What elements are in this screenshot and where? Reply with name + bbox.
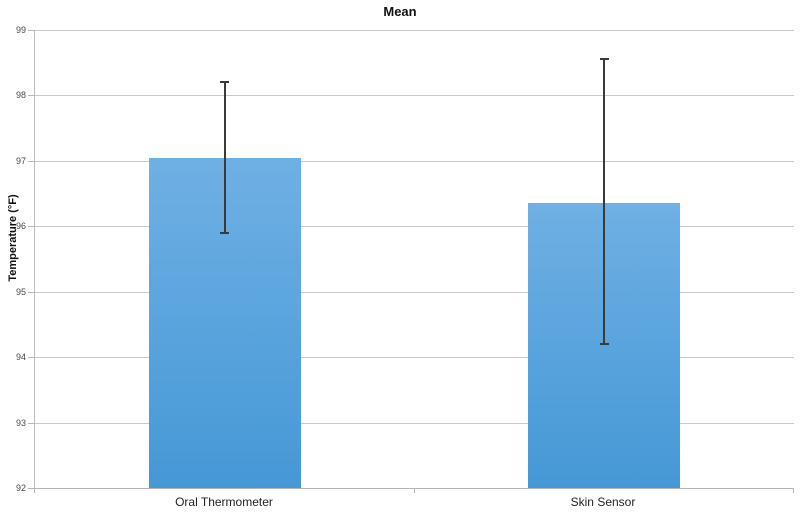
- y-tick-label: 99: [15, 25, 26, 35]
- x-category-label: Oral Thermometer: [175, 495, 273, 509]
- error-bar-line: [603, 59, 605, 344]
- error-bar-cap-bottom: [600, 343, 609, 345]
- error-bar-cap-top: [220, 81, 229, 83]
- y-tick-label: 93: [15, 418, 26, 428]
- gridline: [35, 357, 794, 358]
- y-axis-tick: [28, 95, 34, 96]
- y-axis-tick: [28, 423, 34, 424]
- y-tick-label: 98: [15, 90, 26, 100]
- gridline: [35, 30, 794, 31]
- y-tick-label: 95: [15, 287, 26, 297]
- y-axis-tick: [28, 292, 34, 293]
- chart-title: Mean: [383, 4, 417, 19]
- gridline: [35, 292, 794, 293]
- plot-area: [34, 30, 794, 488]
- y-axis-tick: [28, 226, 34, 227]
- x-axis-line: [34, 488, 794, 489]
- y-tick-label: 94: [15, 352, 26, 362]
- gridline: [35, 226, 794, 227]
- gridline: [35, 161, 794, 162]
- gridline: [35, 423, 794, 424]
- error-bar-cap-bottom: [220, 232, 229, 234]
- y-axis-tick: [28, 161, 34, 162]
- x-axis-tick: [34, 489, 35, 493]
- y-axis-tick: [28, 357, 34, 358]
- error-bar-cap-top: [600, 58, 609, 60]
- gridline: [35, 95, 794, 96]
- y-tick-label: 92: [15, 483, 26, 493]
- x-axis-tick: [793, 489, 794, 493]
- x-axis-tick: [414, 489, 415, 493]
- y-tick-label: 96: [15, 221, 26, 231]
- y-axis-tick: [28, 30, 34, 31]
- y-axis-tick: [28, 488, 34, 489]
- error-bar-line: [224, 82, 226, 232]
- x-category-label: Skin Sensor: [570, 495, 636, 509]
- y-tick-label: 97: [15, 156, 26, 166]
